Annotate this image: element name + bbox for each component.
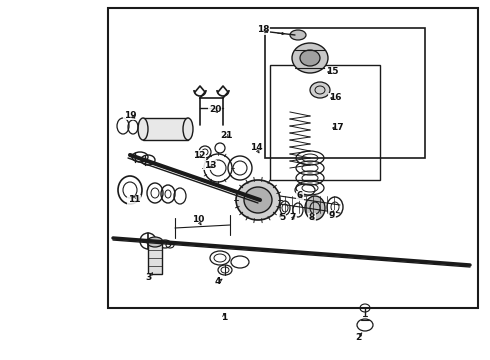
Ellipse shape	[244, 187, 272, 213]
Text: 18: 18	[257, 26, 269, 35]
Text: 12: 12	[193, 150, 205, 159]
Bar	[148, 242, 162, 274]
Ellipse shape	[138, 118, 148, 140]
Bar	[270, 65, 380, 180]
Text: 5: 5	[279, 213, 285, 222]
Text: 15: 15	[326, 68, 338, 77]
Ellipse shape	[292, 43, 328, 73]
Text: 11: 11	[128, 195, 140, 204]
Text: 10: 10	[192, 216, 204, 225]
Text: 4: 4	[215, 278, 221, 287]
Text: 8: 8	[309, 213, 315, 222]
Ellipse shape	[183, 118, 193, 140]
Text: 9: 9	[329, 211, 335, 220]
Bar	[265, 28, 425, 158]
Text: 14: 14	[250, 144, 262, 153]
Ellipse shape	[300, 50, 320, 66]
Text: 7: 7	[290, 213, 296, 222]
Text: 20: 20	[209, 105, 221, 114]
Bar	[108, 8, 478, 308]
Ellipse shape	[305, 196, 325, 220]
Text: 16: 16	[329, 94, 341, 103]
Text: 19: 19	[123, 111, 136, 120]
Ellipse shape	[290, 30, 306, 40]
Text: 13: 13	[204, 161, 216, 170]
Text: 1: 1	[221, 314, 227, 323]
Ellipse shape	[310, 82, 330, 98]
Text: 3: 3	[145, 274, 151, 283]
Text: 2: 2	[355, 333, 361, 342]
Text: 21: 21	[220, 130, 232, 139]
Text: 6: 6	[297, 192, 303, 201]
Text: 17: 17	[331, 123, 343, 132]
Ellipse shape	[147, 237, 163, 247]
Bar	[143, 118, 188, 140]
Ellipse shape	[236, 180, 280, 220]
